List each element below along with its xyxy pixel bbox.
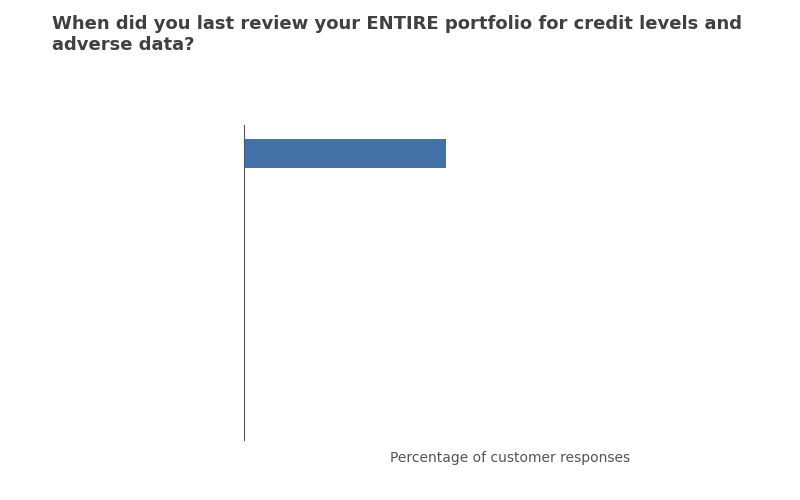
Bar (244, 140, 446, 168)
X-axis label: Percentage of customer responses: Percentage of customer responses (390, 451, 630, 465)
Text: When did you last review your ENTIRE portfolio for credit levels and
adverse dat: When did you last review your ENTIRE por… (52, 15, 742, 54)
